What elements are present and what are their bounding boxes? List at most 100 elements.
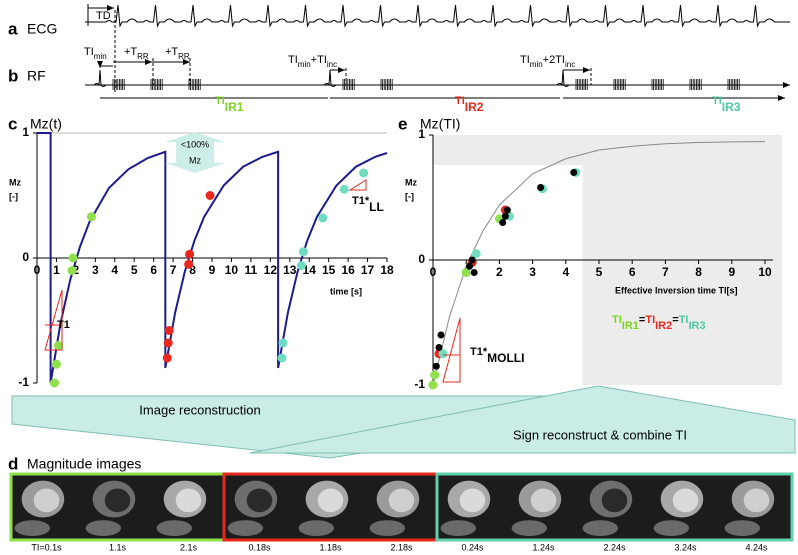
mr-ventricle [175, 488, 202, 513]
mr-tissue [653, 520, 690, 537]
label-part: T1 [57, 319, 70, 331]
y-label: Mz [405, 177, 417, 187]
label-part: +TI [311, 54, 327, 66]
y-label: [-] [405, 191, 414, 201]
x-tick-label: 1 [53, 263, 60, 277]
point [53, 341, 63, 350]
x-tick-label: 6 [629, 265, 636, 279]
subscript: min [298, 60, 311, 69]
label-part: T1* [352, 195, 370, 207]
max-marker [165, 132, 225, 173]
arrow-shape [249, 385, 796, 454]
x-tick-label: 14 [303, 263, 317, 277]
rich-label: TIIR1 [215, 95, 244, 114]
subscript: MOLLI [487, 351, 524, 365]
point [318, 213, 328, 223]
chart-title: Mz(TI) [420, 116, 460, 132]
point [50, 378, 59, 388]
rich-label: T1*MOLLI [470, 346, 524, 365]
label-part: TI [455, 95, 465, 107]
arrow-label: Image reconstruction [139, 402, 260, 417]
point [162, 353, 172, 363]
point [470, 269, 478, 276]
mr-ventricle [601, 488, 628, 513]
x-tick-label: 7 [170, 263, 177, 277]
x-tick-label: 10 [758, 265, 772, 279]
inversion-pulse [556, 69, 570, 87]
y-label: Mz [9, 177, 21, 187]
x-tick-label: 15 [322, 263, 336, 277]
ti-label: 2.18s [390, 542, 413, 552]
point [86, 212, 96, 222]
mr-tissue [14, 520, 51, 537]
point [537, 184, 545, 191]
panel-title: Magnitude images [27, 456, 141, 472]
inversion-pulse [323, 69, 337, 87]
x-tick-label: 16 [341, 263, 355, 277]
ti-label: 1.1s [109, 542, 127, 552]
point [499, 219, 507, 226]
subscript: IR1 [225, 100, 244, 114]
max-text: Mz [189, 155, 201, 165]
x-label: time [s] [330, 286, 362, 296]
x-tick-label: 13 [283, 263, 297, 277]
point [501, 212, 509, 220]
subscript: RR [178, 52, 190, 61]
rich-label: TIIR2 [455, 95, 484, 114]
point [298, 247, 308, 257]
ti-label: 1.18s [319, 542, 342, 552]
x-tick-label: 5 [596, 265, 603, 279]
point [437, 331, 445, 339]
point [278, 338, 288, 348]
x-tick-label: 4 [111, 263, 118, 277]
point [570, 169, 578, 176]
x-tick-label: 3 [529, 265, 536, 279]
subscript: IR2 [465, 100, 484, 114]
label-part: TI [712, 95, 722, 107]
x-tick-label: 0 [430, 265, 437, 279]
group-frame [435, 472, 794, 542]
point [51, 359, 61, 369]
y-label: [-] [9, 191, 18, 201]
mr-tissue [582, 520, 619, 537]
mr-tissue [298, 520, 335, 537]
y-tick-label: -1 [414, 377, 425, 391]
mr-tissue [369, 520, 406, 537]
mr-tissue [85, 520, 122, 537]
ti-label: 4.24s [745, 542, 768, 552]
ecg-trace [85, 4, 790, 28]
y-tick-label: 1 [22, 125, 29, 139]
point [428, 380, 438, 390]
ti-label: 2.24s [603, 542, 626, 552]
x-label: Effective Inversion time TI[s] [615, 285, 738, 295]
label-part: +T [165, 46, 178, 58]
panel-label: ECG [27, 21, 57, 37]
panel-letter: a [8, 19, 18, 38]
label-part: TI [288, 54, 298, 66]
ti-label: 1.24s [532, 542, 555, 552]
rich-label: T1 [57, 319, 70, 331]
ti-label: 3.24s [674, 542, 697, 552]
arrow-label: Sign reconstruct & combine TI [513, 427, 687, 442]
subscript: IR2 [655, 320, 672, 332]
point [503, 206, 511, 214]
mr-tissue [724, 520, 761, 537]
x-tick-label: 5 [131, 263, 138, 277]
mr-ventricle [743, 488, 770, 513]
rich-label: +TRR [124, 46, 149, 61]
x-tick-label: 6 [150, 263, 157, 277]
y-tick-label: -1 [18, 375, 29, 389]
x-tick-label: 9 [209, 263, 216, 277]
subscript: IR3 [688, 320, 705, 332]
subscript: min [530, 60, 543, 69]
label-part: +T [124, 46, 137, 58]
panel-letter: d [8, 454, 18, 473]
panel-letter: e [398, 114, 407, 133]
td-label: TD [96, 10, 111, 22]
subscript: IR1 [622, 320, 639, 332]
label-part: TI [612, 314, 622, 326]
x-tick-label: 9 [728, 265, 735, 279]
label-part: TI [215, 95, 225, 107]
x-tick-label: 3 [92, 263, 99, 277]
